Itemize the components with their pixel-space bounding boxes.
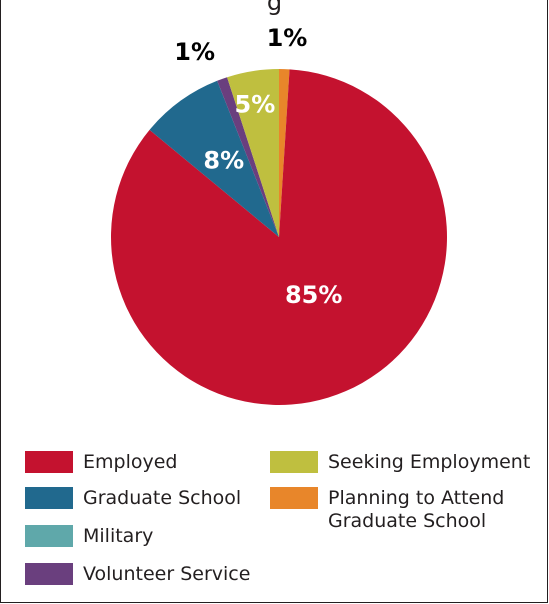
pie-label-planning-to-attend-graduate-school: 1% (267, 24, 308, 52)
legend-swatch-volunteer-service (25, 563, 73, 585)
legend-item-volunteer-service: Volunteer Service (25, 563, 250, 586)
legend-swatch-seeking-employment (270, 451, 318, 473)
legend-label-volunteer-service: Volunteer Service (83, 563, 251, 585)
pie-label-employed: 85% (285, 281, 342, 309)
legend-swatch-planning-grad-school (270, 487, 318, 509)
legend-label-employed: Employed (83, 451, 178, 473)
pie-label-graduate-school: 8% (203, 146, 244, 174)
legend-item-planning-grad-school: Planning to Attend Graduate School (270, 487, 504, 533)
legend-item-employed: Employed (25, 451, 177, 474)
legend-label-planning-grad-school: Planning to Attend Graduate School (328, 487, 505, 532)
legend-label-military: Military (83, 525, 154, 547)
legend-item-military: Military (25, 525, 153, 548)
pie-slice-planning-to-attend-graduate-school (279, 69, 290, 237)
legend-item-seeking-employment: Seeking Employment (270, 451, 530, 474)
cropped-title: g (266, 0, 283, 16)
legend-label-seeking-employment: Seeking Employment (328, 451, 531, 473)
pie-label-volunteer-service: 1% (174, 38, 215, 66)
pie-slice-volunteer-service (217, 77, 279, 237)
pie-chart: 1% 85% 8% 1% 5% (110, 24, 448, 405)
legend-swatch-employed (25, 451, 73, 473)
pie-slice-graduate-school (149, 80, 279, 238)
legend-item-graduate-school: Graduate School (25, 487, 241, 510)
pie-label-seeking-employment: 5% (235, 91, 276, 119)
pie-slice-seeking-employment (227, 69, 279, 237)
legend-swatch-military (25, 525, 73, 547)
pie-slice-employed (110, 69, 448, 405)
legend-label-graduate-school: Graduate School (83, 487, 242, 509)
legend-swatch-graduate-school (25, 487, 73, 509)
